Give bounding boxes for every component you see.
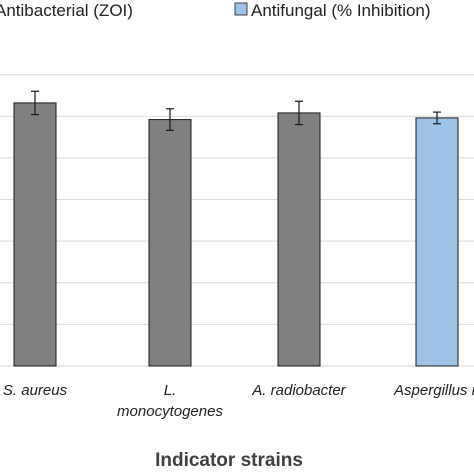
x-tick-labels: S. aureus L. monocytogenes A. radiobacter As…	[3, 382, 474, 420]
x-tick-label: A. radiobacter	[251, 382, 346, 399]
x-tick-label: S. aureus	[3, 382, 68, 399]
error-bar	[295, 100, 303, 126]
legend-swatch-antifungal	[234, 2, 248, 16]
error-bar	[433, 111, 441, 125]
bar	[277, 112, 321, 367]
x-tick-label-line: monocytogenes	[117, 403, 223, 420]
legend-label-antifungal: Antifungal (% Inhibition)	[251, 1, 431, 20]
x-tick-label: L. monocytogenes	[117, 382, 223, 420]
error-bar	[31, 90, 39, 116]
legend: Antibacterial (ZOI) Antifungal (% Inhibi…	[0, 1, 431, 20]
gridlines	[0, 74, 474, 367]
legend-label-antibacterial: Antibacterial (ZOI)	[0, 1, 133, 20]
bar	[148, 119, 192, 367]
bar	[415, 117, 459, 367]
x-tick-label-line: S. aureus	[3, 382, 68, 399]
x-axis-title: Indicator strains	[155, 450, 303, 471]
x-tick-label: Aspergillus n	[393, 382, 474, 399]
x-tick-label-line: L.	[164, 382, 177, 399]
x-tick-label-line: A. radiobacter	[251, 382, 346, 399]
bar	[13, 102, 57, 367]
bars	[13, 102, 459, 367]
error-bar	[166, 108, 174, 132]
x-tick-label-line: Aspergillus n	[393, 382, 474, 399]
error-bars	[31, 90, 441, 132]
